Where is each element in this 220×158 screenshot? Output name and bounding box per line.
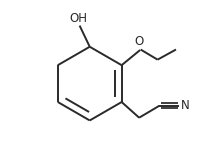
- Text: OH: OH: [70, 12, 88, 25]
- Text: N: N: [181, 99, 190, 112]
- Text: O: O: [134, 35, 144, 48]
